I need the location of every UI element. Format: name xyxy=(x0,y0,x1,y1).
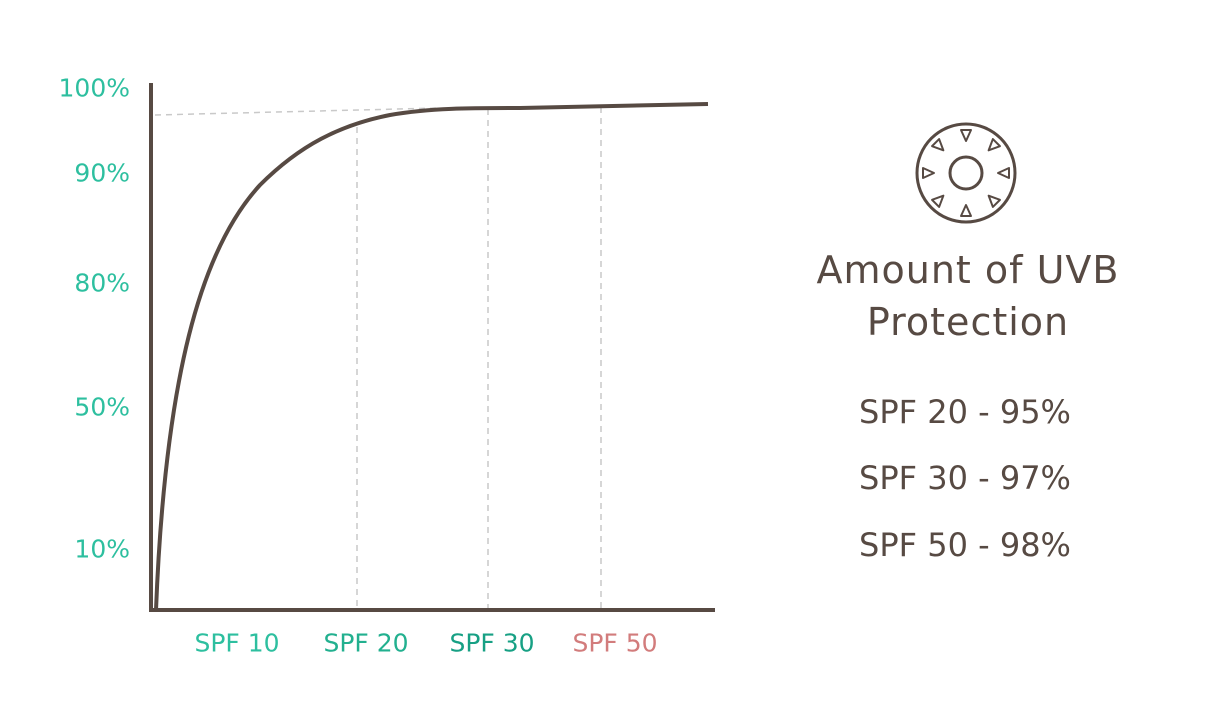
x-label: SPF 30 xyxy=(449,628,535,658)
sun-icon xyxy=(915,122,1017,224)
panel-item: SPF 30 - 97% xyxy=(859,459,1071,497)
panel-item: SPF 20 - 95% xyxy=(859,393,1071,431)
panel-title: Protection xyxy=(866,300,1070,344)
x-label: SPF 10 xyxy=(194,628,280,658)
x-label: SPF 50 xyxy=(572,628,658,658)
y-label: 100% xyxy=(58,73,130,103)
y-label: 90% xyxy=(74,158,130,188)
y-label: 50% xyxy=(74,392,130,422)
x-label: SPF 20 xyxy=(323,628,409,658)
guide-lines xyxy=(154,107,602,608)
panel-title: Amount of UVB xyxy=(816,248,1120,292)
y-label: 10% xyxy=(74,534,130,564)
y-label: 80% xyxy=(74,268,130,298)
curve xyxy=(154,102,709,611)
panel-item: SPF 50 - 98% xyxy=(859,526,1071,564)
